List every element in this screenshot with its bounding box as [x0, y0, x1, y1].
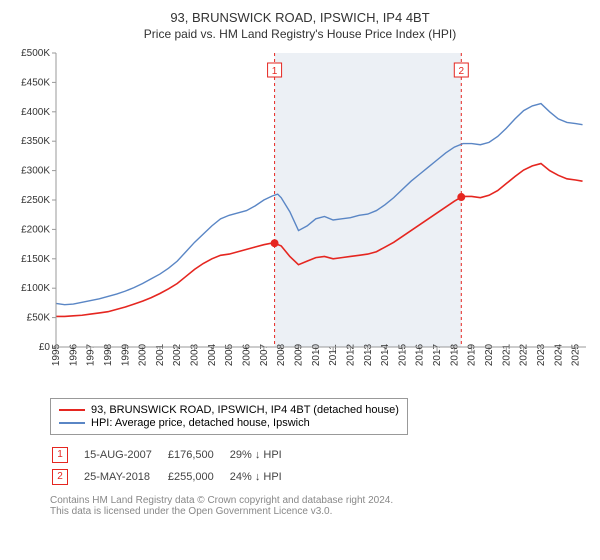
legend-row: HPI: Average price, detached house, Ipsw…	[59, 417, 399, 429]
svg-text:£450K: £450K	[21, 77, 50, 88]
svg-text:£350K: £350K	[21, 136, 50, 147]
marker-date: 15-AUG-2007	[84, 445, 166, 465]
marker-badge: 1	[52, 447, 68, 463]
chart-title: 93, BRUNSWICK ROAD, IPSWICH, IP4 4BT	[10, 10, 590, 25]
svg-text:1: 1	[272, 66, 278, 77]
marker-delta: 24% ↓ HPI	[230, 467, 296, 487]
svg-text:£0: £0	[39, 342, 51, 353]
svg-text:£100K: £100K	[21, 283, 50, 294]
marker-delta: 29% ↓ HPI	[230, 445, 296, 465]
marker-date: 25-MAY-2018	[84, 467, 166, 487]
marker-price: £176,500	[168, 445, 228, 465]
legend-swatch	[59, 422, 85, 424]
marker-row: 2 25-MAY-2018£255,00024% ↓ HPI	[52, 467, 296, 487]
chart-area: £0 £50K £100K £150K £200K £250K £300K £350K £400…	[10, 47, 590, 392]
marker-row: 1 15-AUG-2007£176,50029% ↓ HPI	[52, 445, 296, 465]
svg-text:£500K: £500K	[21, 48, 50, 59]
svg-text:2: 2	[459, 66, 465, 77]
marker-table: 1 15-AUG-2007£176,50029% ↓ HPI 2 25-MAY-201…	[50, 443, 298, 489]
svg-text:£200K: £200K	[21, 224, 50, 235]
marker-badge: 2	[52, 469, 68, 485]
svg-text:£50K: £50K	[27, 313, 51, 324]
footnote: Contains HM Land Registry data © Crown c…	[50, 495, 590, 517]
footnote-line-1: Contains HM Land Registry data © Crown c…	[50, 495, 590, 506]
footnote-line-2: This data is licensed under the Open Gov…	[50, 506, 590, 517]
svg-text:£150K: £150K	[21, 254, 50, 265]
svg-text:£300K: £300K	[21, 166, 50, 177]
svg-text:£250K: £250K	[21, 195, 50, 206]
legend-label: HPI: Average price, detached house, Ipsw…	[91, 417, 310, 429]
line-chart-svg: £0 £50K £100K £150K £200K £250K £300K £350K £400…	[10, 47, 590, 392]
legend-box: 93, BRUNSWICK ROAD, IPSWICH, IP4 4BT (de…	[50, 398, 408, 435]
chart-subtitle: Price paid vs. HM Land Registry's House …	[10, 27, 590, 41]
marker-price: £255,000	[168, 467, 228, 487]
svg-text:£400K: £400K	[21, 107, 50, 118]
legend-swatch	[59, 409, 85, 411]
legend-row: 93, BRUNSWICK ROAD, IPSWICH, IP4 4BT (de…	[59, 404, 399, 416]
legend-label: 93, BRUNSWICK ROAD, IPSWICH, IP4 4BT (de…	[91, 404, 399, 416]
